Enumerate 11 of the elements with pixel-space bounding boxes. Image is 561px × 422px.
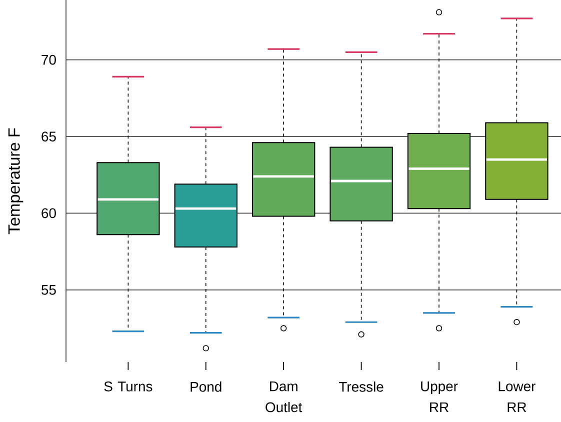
x-tick-label: Lower RR [498, 382, 536, 412]
y-tick-label: 55 [42, 285, 56, 295]
y-tick-label: 65 [42, 132, 56, 142]
x-tick-label: Dam Outlet [266, 382, 302, 412]
x-tick-label: Tressle [339, 382, 384, 392]
x-tick-label: S Turns [104, 382, 152, 392]
x-tick-label: Pond [190, 382, 222, 392]
y-axis-title: Temperature F [8, 128, 24, 234]
y-tick-label: 60 [42, 208, 56, 218]
y-tick-label: 70 [42, 54, 56, 65]
x-tick-label: Upper RR [421, 382, 458, 412]
